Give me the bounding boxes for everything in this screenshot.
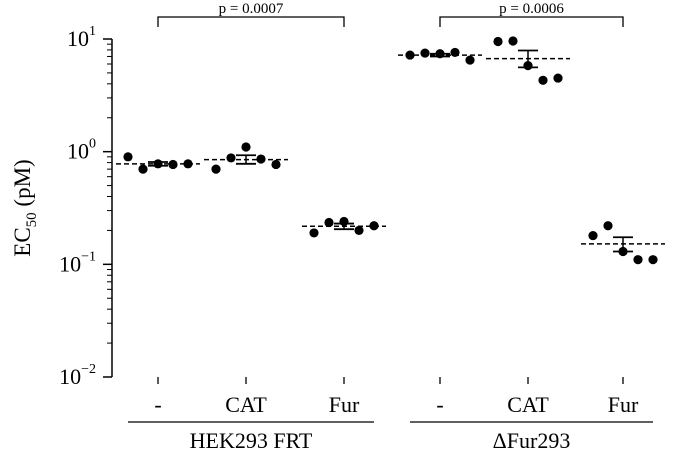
data-point — [603, 221, 613, 231]
data-point — [241, 142, 251, 152]
data-point — [450, 47, 460, 58]
data-point — [168, 159, 178, 170]
y-tick-label-exponent: 0 — [89, 137, 96, 152]
data-point — [648, 255, 658, 265]
data-point — [271, 159, 281, 170]
x-category-label: CAT — [507, 392, 549, 417]
data-point — [256, 154, 266, 164]
significance-bracket — [157, 16, 345, 27]
data-point — [339, 216, 349, 227]
data-point — [369, 221, 379, 231]
group-label: ΔFur293 — [493, 428, 571, 453]
group-labels: HEK293 FRT ΔFur293 — [128, 421, 653, 453]
significance-annotations: p = 0.0007 p = 0.0006 — [157, 1, 624, 27]
x-category-label: - — [436, 392, 443, 417]
data-point — [226, 153, 236, 163]
y-tick-label-base: 10 — [59, 364, 81, 389]
data-point — [465, 55, 475, 65]
data-point — [324, 217, 334, 228]
x-category-label: CAT — [225, 392, 267, 417]
y-tick-label-exponent: −1 — [81, 249, 96, 264]
data-point — [633, 255, 643, 265]
y-tick-label-base: 10 — [67, 139, 89, 164]
p-value-label: p = 0.0006 — [499, 1, 564, 17]
p-value-label: p = 0.0007 — [219, 1, 284, 17]
y-tick-label-base: 10 — [67, 26, 89, 51]
y-axis-title-main: EC — [10, 227, 35, 256]
axes — [103, 38, 624, 384]
data-point — [354, 225, 364, 236]
data-point — [618, 246, 628, 257]
significance-bracket — [439, 16, 624, 27]
y-tick-label: 101 — [67, 24, 96, 51]
data-point — [211, 164, 221, 174]
data-point — [153, 159, 163, 169]
y-axis-title-unit: (pM) — [10, 159, 35, 212]
y-tick-label-base: 10 — [59, 251, 81, 276]
data-point — [538, 75, 548, 85]
data-point — [523, 61, 533, 71]
data-point — [309, 228, 319, 238]
data-series — [116, 36, 665, 265]
x-category-label: Fur — [329, 392, 360, 417]
data-point — [183, 159, 193, 169]
data-point — [553, 73, 563, 83]
y-tick-label: 100 — [67, 137, 96, 164]
data-point — [508, 36, 518, 46]
y-axis-title-subscript: 50 — [24, 212, 40, 227]
y-tick-label-exponent: −2 — [81, 362, 96, 377]
x-category-label: - — [154, 392, 161, 417]
data-point — [123, 152, 133, 162]
data-point — [493, 36, 503, 47]
y-axis-title: EC50 (pM) — [10, 159, 40, 256]
data-point — [405, 50, 415, 60]
y-tick-label: 10−1 — [59, 249, 96, 276]
y-tick-label: 10−2 — [59, 362, 96, 389]
group-label: HEK293 FRT — [190, 428, 313, 453]
data-point — [588, 230, 598, 241]
data-point — [435, 49, 445, 59]
x-category-label: Fur — [608, 392, 639, 417]
data-point — [420, 48, 430, 58]
y-tick-label-exponent: 1 — [89, 24, 96, 39]
data-point — [138, 164, 148, 174]
